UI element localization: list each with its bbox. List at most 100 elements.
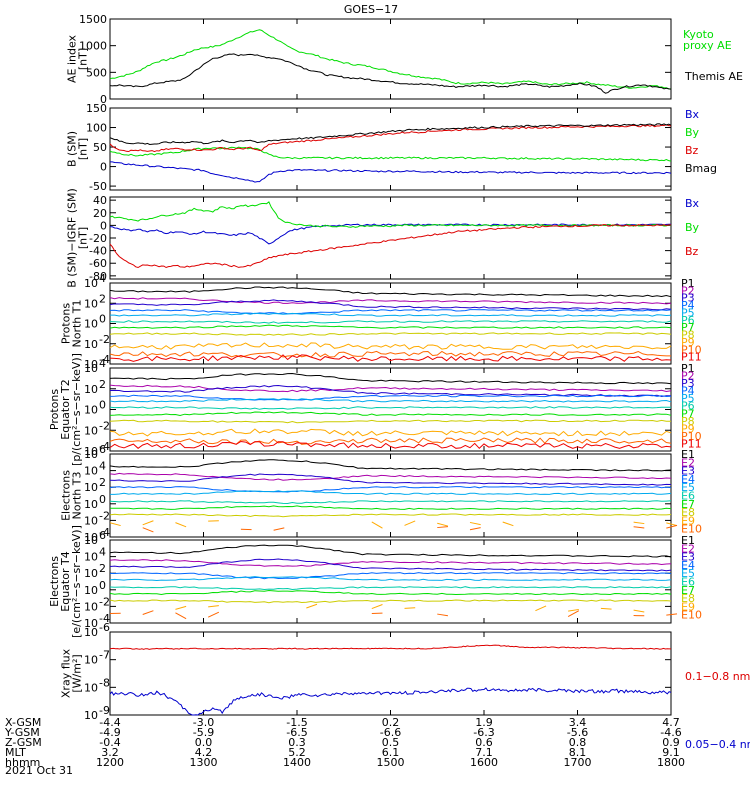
y-tick-label: 10 — [84, 318, 98, 331]
y-tick-exponent: 2 — [99, 378, 106, 391]
orbit-value: 4.2 — [195, 746, 213, 759]
channel-label: P6 — [681, 400, 695, 413]
series-line-1-3 — [109, 123, 672, 146]
series-line-P9 — [109, 428, 672, 437]
y-tick-label: 10 — [84, 514, 98, 527]
series-segment-E9 — [666, 522, 678, 527]
orbit-value: 0.2 — [382, 716, 400, 729]
y-axis-label-1: B (SM)[nT] — [66, 131, 90, 167]
series-line-E8 — [109, 599, 672, 604]
orbit-value: -4.9 — [99, 726, 120, 739]
y-tick-label: 10 — [84, 531, 98, 544]
series-line-E7 — [109, 589, 672, 596]
y-axis-label-7: Xray flux[W/m²] — [60, 648, 84, 698]
channel-label: P11 — [681, 437, 702, 450]
series-line-1-1 — [109, 146, 672, 162]
orbit-value: 6.1 — [382, 746, 400, 759]
orbit-value: 1400 — [283, 756, 311, 769]
y-tick-label: 10 — [84, 297, 98, 310]
series-segment-E9 — [502, 521, 514, 527]
y-tick-label: 10 — [84, 681, 98, 694]
channel-label: E10 — [681, 609, 702, 622]
legend-label: Bx — [685, 108, 700, 121]
y-tick-label: 20 — [93, 207, 107, 220]
orbit-row-label: Y-GSM — [4, 726, 40, 739]
orbit-value: 1200 — [96, 756, 124, 769]
series-line-P1 — [109, 286, 672, 298]
series-segment-E10 — [207, 611, 220, 618]
y-tick-exponent: 4 — [99, 272, 106, 285]
series-line-2-2 — [109, 224, 671, 269]
orbit-value: 0.8 — [569, 736, 587, 749]
y-tick-label: 10 — [84, 277, 98, 290]
series-line-E4 — [109, 486, 672, 493]
series-segment-E10 — [175, 612, 187, 620]
channel-label: P8 — [681, 415, 695, 428]
channel-label: P7 — [681, 321, 695, 334]
channel-label: P5 — [681, 392, 695, 405]
channel-label: P1 — [681, 277, 695, 290]
legend-label: 0.1−0.8 nm — [685, 670, 750, 683]
series-segment-E10 — [273, 527, 285, 531]
channel-label: E10 — [681, 523, 702, 536]
y-tick-exponent: -9 — [99, 704, 110, 717]
channel-label: E1 — [681, 448, 695, 461]
y-tick-exponent: 2 — [99, 562, 106, 575]
orbit-value: 1800 — [657, 756, 685, 769]
series-line-E3 — [109, 558, 672, 572]
y-tick-exponent: 0 — [99, 493, 106, 506]
panel-frame-7 — [109, 631, 672, 716]
y-tick-exponent: 2 — [99, 292, 106, 305]
y-tick-label: 10 — [84, 567, 98, 580]
y-axis-label-5: ElectronsNorth T3 — [60, 470, 84, 521]
y-tick-exponent: -4 — [99, 612, 110, 625]
series-line-P11 — [109, 440, 672, 450]
series-segment-E9 — [175, 605, 187, 610]
y-tick-exponent: -2 — [99, 333, 110, 346]
legend-label: By — [685, 221, 700, 234]
orbit-value: -6.3 — [473, 726, 494, 739]
y-tick-exponent: -2 — [99, 509, 110, 522]
series-line-2-0 — [109, 223, 672, 245]
series-line-P9 — [109, 342, 672, 350]
channel-label: E6 — [681, 490, 695, 503]
series-line-E5 — [110, 490, 672, 496]
y-axis-label-4: ProtonsEquator T2[p/(cm²−s−sr−keV)] — [48, 353, 83, 466]
series-segment-E9 — [306, 603, 318, 609]
series-line-P4 — [109, 394, 672, 401]
y-tick-label: -50 — [89, 180, 107, 193]
y-tick-exponent: 0 — [99, 399, 106, 412]
channel-label: E6 — [681, 576, 695, 589]
series-segment-E9 — [437, 522, 449, 527]
series-line-E5 — [109, 576, 672, 582]
orbit-value: -3.0 — [193, 716, 214, 729]
legend-label: Themis AE — [684, 70, 743, 83]
series-segment-E9 — [404, 607, 416, 609]
y-tick-label: 10 — [84, 481, 98, 494]
orbit-value: -0.4 — [99, 736, 120, 749]
series-segment-E10 — [142, 610, 154, 615]
y-tick-label: 10 — [84, 617, 98, 630]
panel-frame-0 — [109, 18, 672, 100]
series-line-P3 — [109, 384, 672, 398]
orbit-value: 8.1 — [569, 746, 587, 759]
series-segment-E10 — [437, 613, 449, 617]
orbit-value: 0.5 — [382, 736, 400, 749]
channel-label: P11 — [681, 351, 702, 364]
y-tick-label: -80 — [89, 270, 107, 283]
channel-label: E2 — [681, 456, 695, 469]
y-tick-exponent: -2 — [99, 595, 110, 608]
channel-label: E4 — [681, 473, 695, 486]
y-tick-exponent: -4 — [99, 440, 110, 453]
series-line-E2 — [109, 559, 672, 567]
series-line-P8 — [109, 332, 672, 336]
y-tick-label: 50 — [93, 141, 107, 154]
channel-label: E1 — [681, 534, 695, 547]
orbit-row-label: hhmm — [5, 756, 40, 769]
orbit-table: X-GSM -4.4 -3.0 -1.5 0.2 1.9 3.4 4.7 Y-GSM -4.9 -5… — [4, 716, 685, 769]
date-label: 2021 Oct 31 — [5, 764, 73, 777]
series-line-P1 — [109, 372, 672, 385]
y-tick-label: 10 — [84, 584, 98, 597]
y-tick-label: 150 — [86, 102, 107, 115]
